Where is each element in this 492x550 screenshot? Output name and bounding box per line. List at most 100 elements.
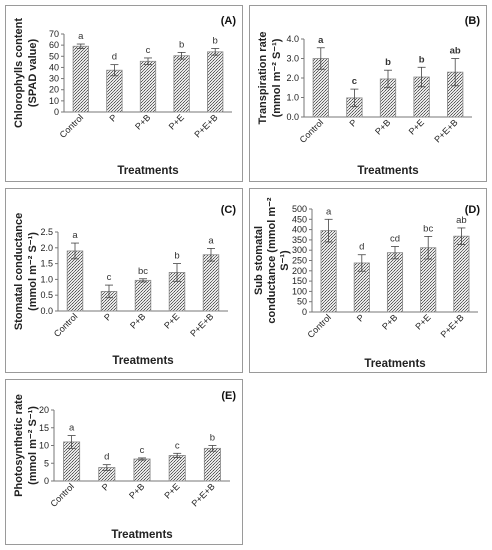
y-tick-label: 3.0 <box>286 54 299 64</box>
significance-letter: b <box>213 35 218 46</box>
x-tick-label: P+E <box>413 312 432 331</box>
y-tick-label: 250 <box>292 256 307 266</box>
bar <box>72 45 89 113</box>
y-axis-label: Chlorophylls content (SPAD value) <box>13 18 39 128</box>
x-tick-label: P+E+B <box>439 312 466 339</box>
x-tick-label: P <box>100 481 111 492</box>
significance-letter: bc <box>423 223 433 234</box>
x-tick-label: P+E+B <box>432 117 459 144</box>
y-tick-label: 20 <box>39 405 49 415</box>
significance-letter: d <box>104 452 109 463</box>
significance-letter: a <box>72 230 78 241</box>
y-tick-label: 0 <box>44 476 49 486</box>
x-tick-label: P+E+B <box>192 112 219 139</box>
y-tick-label: 40 <box>49 62 59 72</box>
significance-letter: a <box>326 206 332 217</box>
bar <box>207 51 224 113</box>
y-tick-label: 10 <box>49 96 59 106</box>
x-tick-label: P <box>107 112 118 123</box>
x-tick-label: Control <box>305 312 333 340</box>
y-axis-label-line: (mmol m⁻² S⁻¹) <box>271 38 283 117</box>
significance-letter: d <box>359 242 364 253</box>
y-tick-label: 50 <box>297 297 307 307</box>
x-tick-label: P+E <box>167 112 186 131</box>
y-tick-label: 30 <box>49 74 59 84</box>
y-axis-label: Sub stomatal conductance (mmol m⁻² S⁻¹) <box>253 197 291 324</box>
significance-letter: b <box>385 57 391 68</box>
x-tick-label: P <box>347 117 358 128</box>
y-axis-label-line: S⁻¹) <box>279 250 291 271</box>
panel-label: (C) <box>221 204 237 216</box>
x-tick-label: P+B <box>127 481 146 500</box>
significance-letter: ab <box>456 215 467 226</box>
y-tick-label: 400 <box>292 225 307 235</box>
significance-letter: a <box>318 35 324 46</box>
significance-letter: a <box>69 423 75 434</box>
y-tick-label: 0.5 <box>40 290 53 300</box>
bar <box>386 252 404 313</box>
significance-letter: c <box>140 445 145 456</box>
x-tick-label: P <box>102 311 113 322</box>
bar <box>202 254 220 312</box>
x-tick-label: P+E+B <box>188 311 215 338</box>
bar <box>453 235 470 313</box>
x-axis-label: Treatments <box>112 355 173 367</box>
bar <box>320 230 337 313</box>
significance-letter: a <box>208 235 214 246</box>
y-tick-label: 300 <box>292 245 307 255</box>
significance-letter: d <box>112 52 117 63</box>
panel-label: (B) <box>465 15 481 27</box>
y-tick-label: 10 <box>39 441 49 451</box>
x-axis-label: Treatments <box>111 529 172 541</box>
panel-label: (D) <box>465 204 481 216</box>
x-tick-label: P+E+B <box>190 481 217 508</box>
y-tick-label: 60 <box>49 40 59 50</box>
y-axis-label-line: Stomatal conductance <box>13 213 25 330</box>
bar <box>106 69 123 113</box>
y-tick-label: 500 <box>292 204 307 214</box>
bar <box>134 279 152 312</box>
x-axis-label: Treatments <box>117 165 178 177</box>
bar <box>168 455 186 482</box>
x-tick-label: P+B <box>133 112 152 131</box>
x-tick-label: P <box>355 312 366 323</box>
y-axis-label-line: (SPAD value) <box>27 39 39 108</box>
significance-letter: b <box>179 39 184 50</box>
significance-letter: c <box>146 45 151 56</box>
y-tick-label: 2.0 <box>40 243 53 253</box>
y-tick-label: 15 <box>39 423 49 433</box>
bar <box>66 250 84 312</box>
chart-svg: (B) 0.0 1.0 2.0 3.0 4.0 a Control c Pb P+B b P+E ab P+… <box>257 15 481 177</box>
panel-label: (A) <box>221 15 237 27</box>
panel-label: (E) <box>221 390 236 402</box>
significance-letter: ab <box>450 46 461 57</box>
y-axis-label: Photosynthetic rate (mmol m⁻² S⁻¹) <box>13 394 39 497</box>
y-axis-label-line: (mmol m⁻² S⁻¹) <box>27 406 39 485</box>
y-tick-label: 1.5 <box>40 259 53 269</box>
y-tick-label: 20 <box>49 85 59 95</box>
chart-svg: (E) 0 5 10 15 20 a Control d Pc P+B c P+E b P+E+B Treat… <box>13 390 236 541</box>
y-tick-label: 5 <box>44 458 49 468</box>
significance-letter: c <box>175 440 180 451</box>
x-axis-label: Treatments <box>357 165 418 177</box>
significance-letter: c <box>352 76 357 87</box>
bar <box>139 60 157 113</box>
y-tick-label: 4.0 <box>286 34 299 44</box>
x-tick-label: P+E <box>162 311 181 330</box>
y-tick-label: 2.5 <box>40 227 53 237</box>
significance-letter: b <box>210 433 215 444</box>
x-tick-label: Control <box>298 117 326 145</box>
y-axis-label-line: Sub stomatal <box>253 226 265 295</box>
y-tick-label: 150 <box>292 276 307 286</box>
x-tick-label: P+B <box>380 312 399 331</box>
y-axis-label-line: (mmol m⁻² S⁻¹) <box>27 232 39 311</box>
y-axis-label-line: Transpiration rate <box>257 32 269 125</box>
x-tick-label: P+B <box>128 311 147 330</box>
y-tick-label: 2.0 <box>286 73 299 83</box>
x-tick-label: P+E <box>407 117 426 136</box>
x-tick-label: P+E <box>162 481 181 500</box>
y-tick-label: 200 <box>292 266 307 276</box>
